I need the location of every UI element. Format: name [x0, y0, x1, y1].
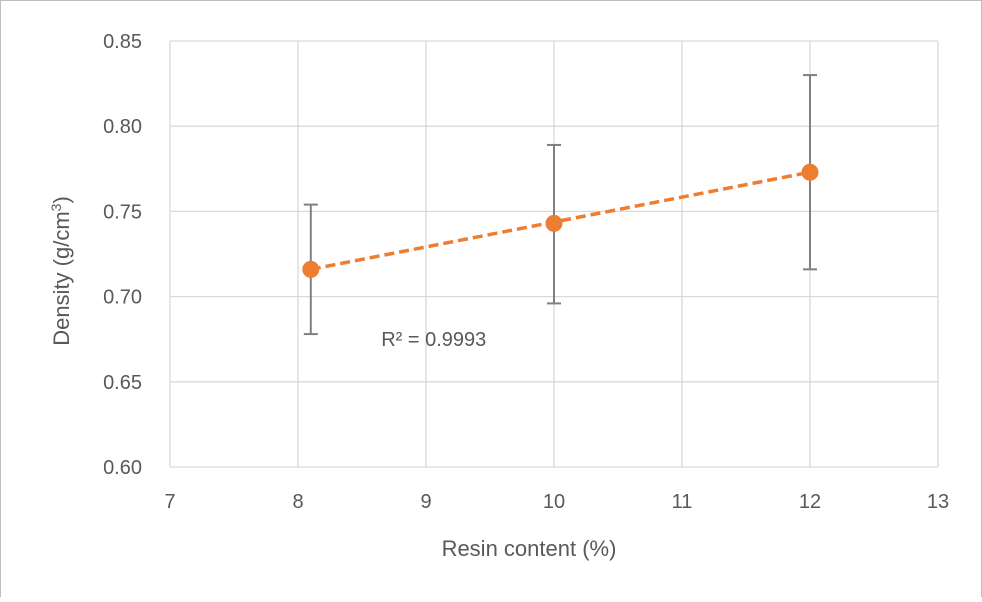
- trendline: [310, 170, 811, 272]
- tick-labels: 7 8 9 10 11 12 13 0.60 0.65 0.70 0.75 0.80 0.85: [103, 31, 949, 513]
- x-tick-label: 8: [292, 491, 303, 513]
- x-tick-label: 7: [164, 491, 175, 513]
- y-tick-label: 0.80: [103, 116, 142, 138]
- data-points: [302, 163, 819, 278]
- x-tick-label: 10: [543, 491, 565, 513]
- x-tick-label: 13: [927, 491, 949, 513]
- y-tick-label: 0.60: [103, 457, 142, 479]
- r-squared-label: R² = 0.9993: [381, 329, 486, 351]
- data-point: [302, 260, 320, 278]
- annotations: R² = 0.9993: [381, 329, 486, 351]
- x-tick-label: 9: [420, 491, 431, 513]
- data-point: [801, 163, 819, 181]
- data-point: [545, 214, 563, 232]
- trendline-line: [310, 170, 811, 272]
- y-axis-label-main: Density (g/cm: [49, 211, 74, 345]
- y-axis-label-sup: 3: [48, 203, 64, 211]
- y-tick-label: 0.70: [103, 287, 142, 309]
- x-tick-label: 11: [672, 491, 693, 513]
- x-tick-label: 12: [799, 491, 821, 513]
- y-axis-label: Density (g/cm3): [48, 196, 74, 346]
- y-tick-label: 0.85: [103, 31, 142, 53]
- y-tick-label: 0.65: [103, 372, 142, 394]
- x-axis-label: Resin content (%): [442, 536, 617, 561]
- y-tick-label: 0.75: [103, 201, 142, 223]
- error-bars: [303, 74, 817, 336]
- y-axis-label-close: ): [49, 196, 74, 203]
